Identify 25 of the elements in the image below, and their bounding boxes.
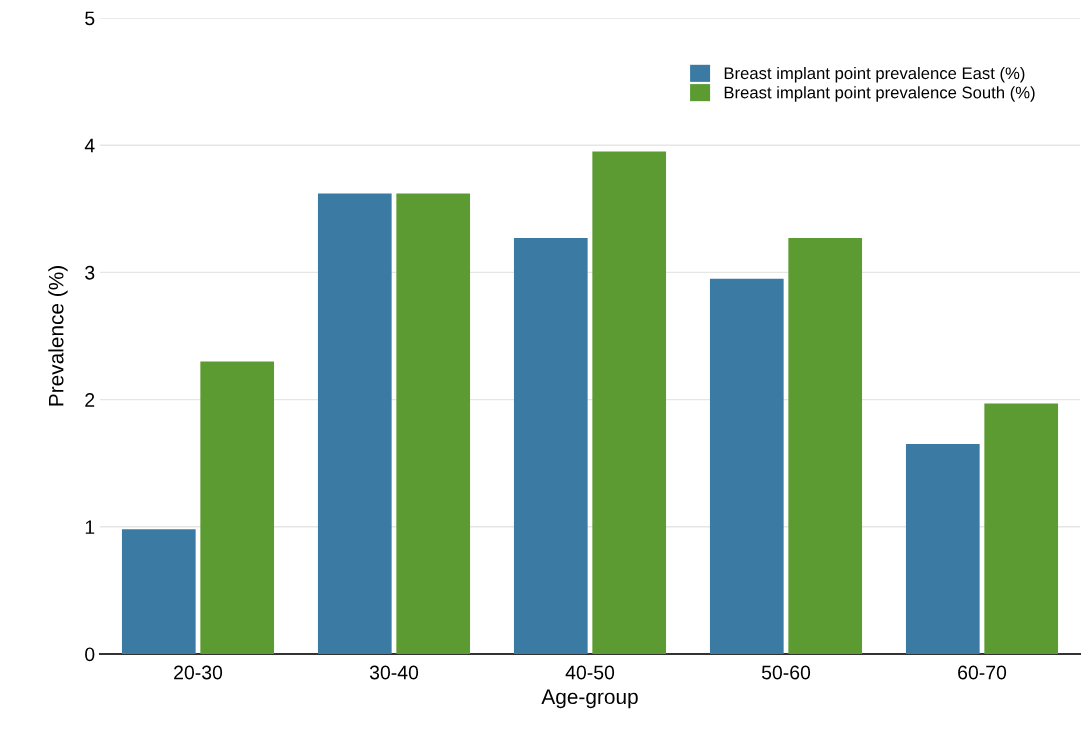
bar — [317, 193, 392, 654]
y-tick-label: 2 — [85, 393, 95, 407]
x-tick-label: 50-60 — [761, 665, 811, 680]
bar — [513, 238, 588, 654]
bar — [984, 403, 1059, 654]
legend-label: Breast implant point prevalence South (%) — [724, 86, 1035, 102]
y-tick-label: 5 — [85, 11, 95, 26]
x-tick-label: 60-70 — [958, 665, 1007, 680]
y-tick-label: 0 — [85, 647, 95, 662]
bar — [709, 278, 784, 654]
x-axis-title: Age-group — [541, 689, 638, 709]
x-tick-label: 30-40 — [369, 665, 419, 680]
y-tick-label: 3 — [85, 265, 95, 280]
bar — [592, 151, 667, 654]
legend-label: Breast implant point prevalence East (%) — [724, 66, 1025, 83]
bar — [200, 361, 275, 654]
bar — [788, 238, 863, 654]
x-tick-label: 20-30 — [174, 665, 223, 680]
bar — [905, 444, 980, 654]
bar — [121, 529, 196, 654]
y-axis-title: Prevalence (%) — [48, 266, 68, 406]
x-tick-label: 40-50 — [565, 665, 615, 680]
bar — [396, 193, 471, 654]
y-tick-label: 4 — [84, 138, 95, 153]
y-tick-label: 1 — [85, 520, 95, 534]
